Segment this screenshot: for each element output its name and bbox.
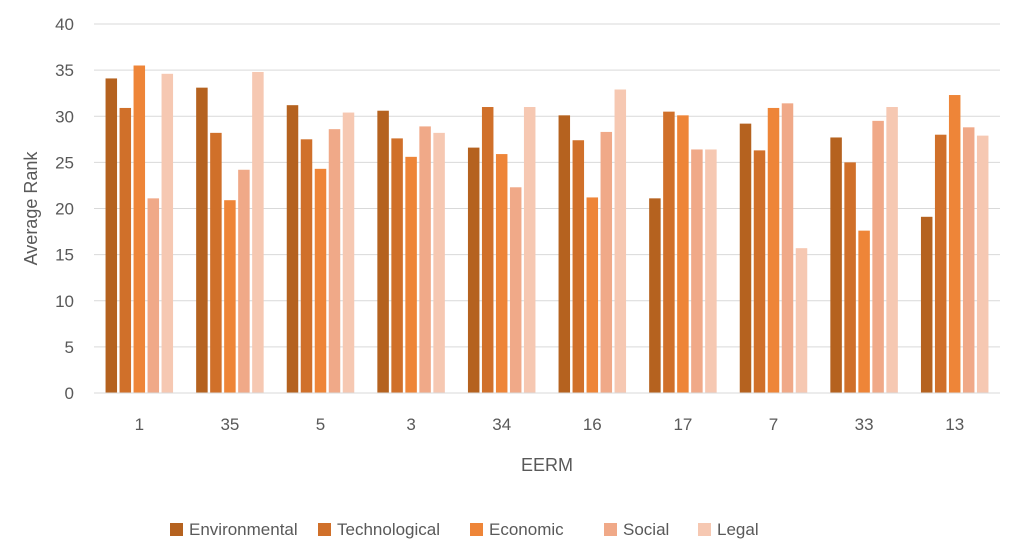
- bar-social-3: [419, 126, 431, 393]
- bar-environmental-34: [468, 148, 480, 393]
- y-tick-label: 25: [55, 153, 74, 172]
- bars: [106, 66, 989, 394]
- legend-swatch-legal: [698, 523, 711, 536]
- x-axis-ticks: 1 35 5 3 34 16 17 7 33 13: [135, 415, 965, 434]
- x-tick-label: 3: [406, 415, 415, 434]
- legend-swatch-social: [604, 523, 617, 536]
- bar-economic-13: [949, 95, 961, 393]
- y-tick-label: 30: [55, 107, 74, 126]
- bar-technological-17: [663, 112, 675, 393]
- legend-swatch-economic: [470, 523, 483, 536]
- bar-legal-17: [705, 149, 717, 393]
- legend-label-social: Social: [623, 520, 669, 539]
- x-tick-label: 34: [492, 415, 511, 434]
- bar-technological-34: [482, 107, 494, 393]
- bar-social-13: [963, 127, 975, 393]
- bar-economic-35: [224, 200, 236, 393]
- bar-technological-1: [120, 108, 132, 393]
- bar-environmental-13: [921, 217, 933, 393]
- bar-economic-34: [496, 154, 508, 393]
- bar-legal-35: [252, 72, 264, 393]
- y-tick-label: 40: [55, 15, 74, 34]
- legend: Environmental Technological Economic Social…: [170, 520, 759, 539]
- bar-legal-1: [162, 74, 174, 393]
- x-tick-label: 16: [583, 415, 602, 434]
- bar-economic-17: [677, 115, 689, 393]
- legend-swatch-environmental: [170, 523, 183, 536]
- bar-environmental-1: [106, 78, 118, 393]
- bar-environmental-3: [377, 111, 389, 393]
- bar-legal-34: [524, 107, 536, 393]
- bar-economic-7: [768, 108, 780, 393]
- bar-legal-16: [615, 90, 627, 394]
- x-tick-label: 33: [855, 415, 874, 434]
- bar-legal-7: [796, 248, 808, 393]
- bar-social-33: [872, 121, 884, 393]
- legend-label-legal: Legal: [717, 520, 759, 539]
- x-tick-label: 35: [220, 415, 239, 434]
- y-tick-label: 15: [55, 246, 74, 265]
- bar-technological-3: [391, 138, 403, 393]
- bar-social-16: [601, 132, 613, 393]
- bar-social-5: [329, 129, 341, 393]
- x-axis-title: EERM: [521, 455, 573, 475]
- bar-environmental-17: [649, 198, 661, 393]
- y-tick-label: 20: [55, 200, 74, 219]
- bar-technological-35: [210, 133, 222, 393]
- x-tick-label: 1: [135, 415, 144, 434]
- bar-legal-3: [433, 133, 445, 393]
- legend-label-environmental: Environmental: [189, 520, 298, 539]
- bar-social-7: [782, 103, 794, 393]
- bar-economic-16: [587, 197, 599, 393]
- y-axis-ticks: 0 5 10 15 20 25 30 35 40: [55, 15, 74, 403]
- bar-social-1: [148, 198, 160, 393]
- bar-environmental-7: [740, 124, 752, 393]
- bar-technological-16: [573, 140, 585, 393]
- y-tick-label: 35: [55, 61, 74, 80]
- bar-environmental-16: [559, 115, 571, 393]
- bar-technological-5: [301, 139, 313, 393]
- bar-technological-33: [844, 162, 856, 393]
- bar-legal-5: [343, 113, 355, 393]
- bar-economic-5: [315, 169, 327, 393]
- x-tick-label: 13: [945, 415, 964, 434]
- bar-social-34: [510, 187, 522, 393]
- x-tick-label: 5: [316, 415, 325, 434]
- bar-technological-7: [754, 150, 766, 393]
- legend-label-economic: Economic: [489, 520, 564, 539]
- bar-economic-1: [134, 66, 146, 393]
- y-tick-label: 10: [55, 292, 74, 311]
- y-tick-label: 5: [65, 338, 74, 357]
- legend-label-technological: Technological: [337, 520, 440, 539]
- bar-legal-33: [886, 107, 898, 393]
- bar-technological-13: [935, 135, 947, 393]
- bar-economic-33: [858, 231, 870, 393]
- y-tick-label: 0: [65, 384, 74, 403]
- x-tick-label: 17: [673, 415, 692, 434]
- y-axis-title: Average Rank: [21, 151, 41, 266]
- bar-economic-3: [405, 157, 417, 393]
- bar-environmental-33: [830, 137, 842, 393]
- bar-environmental-5: [287, 105, 299, 393]
- bar-environmental-35: [196, 88, 208, 393]
- bar-social-35: [238, 170, 250, 393]
- bar-legal-13: [977, 136, 989, 393]
- legend-swatch-technological: [318, 523, 331, 536]
- bar-social-17: [691, 149, 703, 393]
- x-tick-label: 7: [769, 415, 778, 434]
